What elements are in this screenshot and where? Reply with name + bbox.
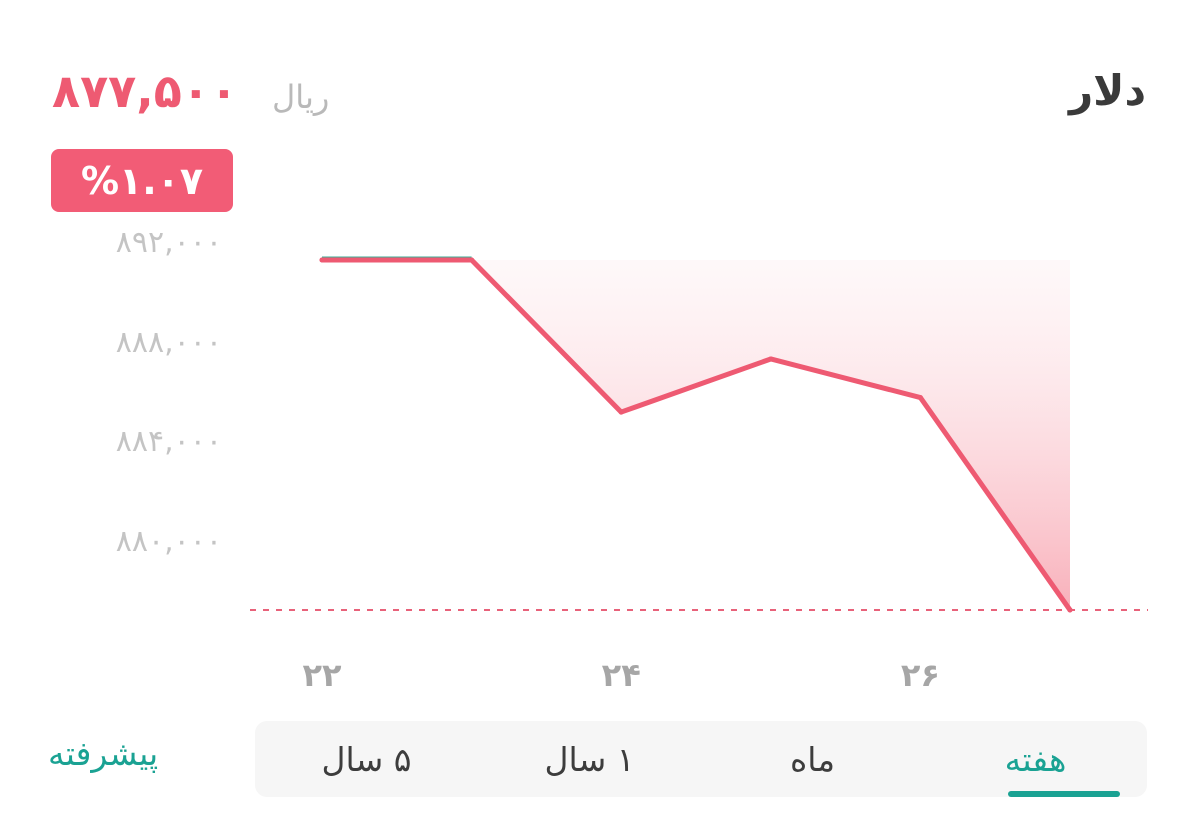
line-segment [768, 356, 923, 401]
data-point [1067, 607, 1073, 613]
data-point [618, 409, 624, 415]
x-axis: ۲۲ ۲۴ ۲۶ [302, 656, 939, 694]
tab-week[interactable]: هفته [1004, 739, 1067, 779]
time-range-selector: ۵ سال ۱ سال ماه هفته [255, 721, 1147, 797]
line-segment [917, 395, 1073, 613]
data-point [917, 395, 923, 401]
x-tick-label: ۲۴ [602, 656, 641, 694]
data-points [319, 257, 1073, 613]
currency-unit: ریال [272, 78, 330, 116]
y-tick-label: ۸۸۸,۰۰۰ [116, 325, 222, 360]
tab-one-year[interactable]: ۱ سال [544, 739, 635, 779]
line-segment [618, 356, 774, 415]
advanced-link[interactable]: پیشرفته [48, 734, 159, 773]
current-price: ۸۷۷,۵۰۰ [52, 64, 238, 118]
y-tick-label: ۸۹۲,۰۰۰ [116, 225, 222, 260]
data-point [469, 257, 475, 263]
y-axis: ۸۸۰,۰۰۰ ۸۸۴,۰۰۰ ۸۸۸,۰۰۰ ۸۹۲,۰۰۰ [116, 225, 222, 559]
tab-five-years[interactable]: ۵ سال [321, 739, 412, 779]
x-tick-label: ۲۲ [302, 656, 342, 694]
change-percent-badge: %۱.۰۷ [51, 149, 233, 212]
data-point [319, 257, 325, 263]
price-line [319, 256, 1073, 613]
line-segment [469, 257, 624, 415]
tab-month[interactable]: ماه [789, 739, 836, 779]
data-point [768, 356, 774, 362]
y-tick-label: ۸۸۴,۰۰۰ [116, 424, 222, 459]
x-tick-label: ۲۶ [901, 656, 940, 694]
price-chart: ۸۸۰,۰۰۰ ۸۸۴,۰۰۰ ۸۸۸,۰۰۰ ۸۹۲,۰۰۰ ۲۲ ۲۴ ۲۶ [116, 225, 1148, 694]
y-tick-label: ۸۸۰,۰۰۰ [116, 524, 222, 559]
page-title: دلار [1068, 66, 1146, 115]
price-area [322, 260, 1070, 610]
active-tab-indicator [1008, 791, 1120, 797]
